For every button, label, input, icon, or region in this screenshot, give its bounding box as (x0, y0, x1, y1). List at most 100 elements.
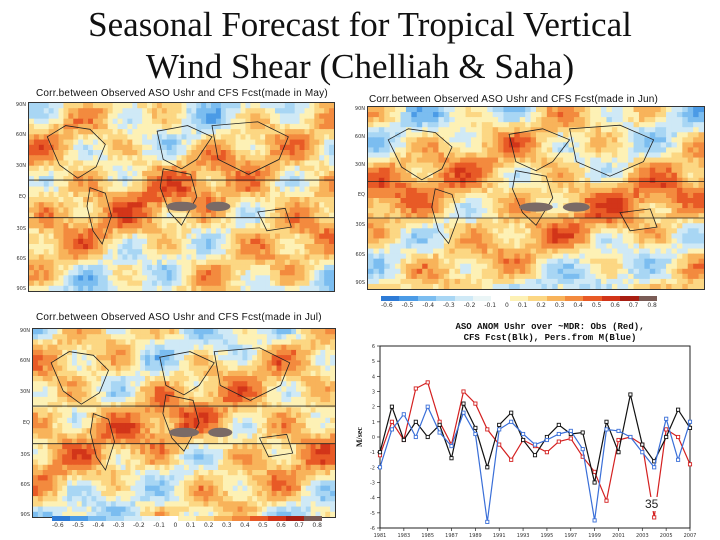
colorbar-swatch (436, 296, 455, 301)
data-point (521, 431, 526, 437)
data-point (604, 498, 609, 503)
colorbar-swatch (88, 516, 106, 521)
data-point (461, 410, 466, 415)
timeseries-chart: -6 -5 -4 -3 -2 -1 0 1 2 3 4 5 6 1981 1983 1985 1987 1989 1… (355, 344, 696, 539)
colorbar-tick-label: -0.4 (92, 522, 105, 529)
colorbar-tick-label: -0.2 (463, 302, 476, 309)
x-tick-label: 2005 (660, 533, 673, 539)
y-tick-label: -3 (370, 481, 375, 487)
colorbar-tick-label: -0.5 (72, 522, 84, 529)
map-title-jul: Corr.between Observed ASO Ushr and CFS F… (36, 312, 322, 323)
data-point (521, 437, 526, 443)
x-tick-label: 2001 (612, 533, 625, 539)
data-point (473, 425, 478, 430)
data-point (377, 465, 383, 470)
data-point (473, 401, 478, 406)
data-point (676, 434, 681, 440)
data-point (413, 386, 418, 391)
data-point (509, 419, 514, 424)
y-tick-label: 1 (372, 420, 375, 426)
slide-title-line-1: Seasonal Forecast for Tropical Vertical (88, 5, 632, 44)
correlation-map-may (28, 102, 335, 292)
colorbar-swatch (214, 516, 232, 521)
data-point (556, 439, 561, 444)
colorbar-tick-label: 0.8 (647, 302, 657, 309)
data-point (425, 404, 430, 409)
colorbar-swatch (417, 296, 437, 301)
y-tick-label: -2 (370, 465, 375, 471)
data-point (568, 436, 573, 441)
colorbar-jul (52, 516, 322, 521)
correlation-map-jul (32, 328, 336, 518)
colorbar-tick-label: 0.8 (312, 522, 322, 529)
data-point (604, 419, 609, 424)
colorbar-tick-label: 0.2 (536, 302, 546, 309)
data-point (461, 389, 466, 394)
data-point (413, 419, 418, 424)
map-panel-jun: Corr.between Observed ASO Ushr and CFS F… (345, 84, 720, 310)
data-point (664, 434, 669, 440)
colorbar-tick-label: 0 (505, 302, 509, 309)
colorbar-tick-label: -0.4 (422, 302, 435, 309)
y-tick-label: -5 (370, 511, 375, 517)
colorbar-swatch (473, 296, 492, 301)
data-point (664, 416, 669, 421)
lat-axis-labels-may: 90N 60N 30N EQ 30S 60S 90S (15, 102, 26, 292)
colorbar-swatch (52, 516, 70, 521)
data-point (604, 427, 609, 432)
y-axis-label: M/sec (355, 427, 364, 447)
data-point (687, 419, 693, 424)
colorbar-tick-label: 0.4 (240, 522, 250, 529)
colorbar-labels-jul: -0.6 -0.5 -0.4 -0.3 -0.2 -0.1 0 0.1 0.2 0.3 0.4 0.5… (52, 522, 322, 529)
data-point (640, 450, 645, 455)
x-tick-label: 1995 (541, 533, 554, 539)
data-point (687, 462, 693, 467)
data-point (592, 518, 597, 523)
colorbar-tick-label: 0.7 (628, 302, 639, 309)
x-tick-label: 1993 (517, 533, 530, 539)
data-point (485, 427, 490, 432)
colorbar-tick-label: 0.5 (258, 522, 268, 529)
data-point (509, 410, 514, 415)
colorbar-swatch (286, 516, 304, 521)
coastline-outlines (387, 124, 658, 245)
colorbar-tick-label: 0.2 (203, 522, 214, 529)
colorbar-swatch (528, 296, 547, 301)
colorbar-jun (381, 296, 658, 301)
colorbar-tick-label: 0.6 (610, 302, 620, 309)
timeseries-title-line-1: ASO ANOM Ushr over ~MDR: Obs (Red), (455, 322, 645, 332)
slide-title-line-2: Wind Shear (Chelliah & Saha) (145, 47, 575, 86)
correlation-map-jun (367, 106, 705, 290)
data-point (389, 427, 394, 432)
colorbar-swatch (160, 516, 178, 521)
colorbar-tick-label: -0.1 (153, 522, 165, 529)
colorbar-tick-label: -0.2 (133, 522, 145, 529)
timeseries-title-line-2: CFS Fcst(Blk), Pers.from M(Blue) (463, 333, 637, 343)
data-point (544, 437, 549, 443)
y-tick-label: -4 (370, 496, 375, 502)
x-tick-label: 1991 (493, 533, 506, 539)
x-tick-label: 1987 (445, 533, 458, 539)
data-point (437, 422, 442, 427)
lat-axis-labels-jun: 90N 60N 30N EQ 30S 60S 90S (354, 106, 365, 286)
colorbar-tick-label: -0.3 (443, 302, 455, 309)
colorbar-swatch (304, 516, 322, 521)
colorbar-swatch (509, 296, 529, 301)
colorbar-swatch (454, 296, 474, 301)
timeseries-title: ASO ANOM Ushr over ~MDR: Obs (Red), CFS … (380, 322, 720, 344)
data-point (413, 434, 418, 440)
colorbar-swatch (620, 296, 639, 301)
data-point (401, 412, 406, 417)
data-point (652, 515, 657, 520)
colorbar-tick-label: 0.4 (573, 302, 583, 309)
y-tick-label: -6 (370, 526, 375, 532)
data-point (485, 465, 490, 470)
data-point (485, 519, 490, 524)
data-point (640, 442, 645, 447)
x-tick-label: 1981 (374, 533, 387, 539)
colorbar-swatch (178, 516, 196, 521)
map-panel-jul: Corr.between Observed ASO Ushr and CFS F… (0, 308, 345, 540)
colorbar-swatch (268, 516, 286, 521)
data-point (532, 442, 538, 447)
data-point (449, 444, 454, 449)
